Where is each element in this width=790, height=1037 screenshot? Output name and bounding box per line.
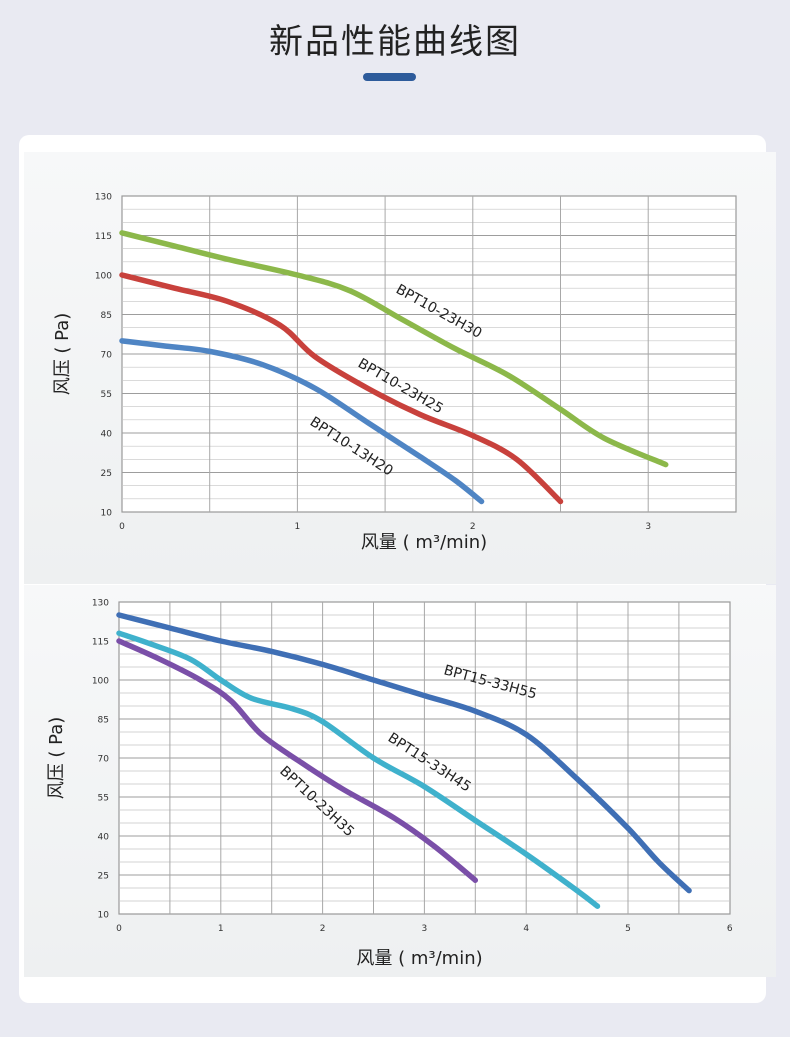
x-tick-label: 1 — [295, 522, 301, 532]
y-tick-label: 10 — [98, 911, 110, 921]
y-tick-label: 40 — [98, 833, 110, 843]
series-line-bpt10-23h25 — [119, 272, 564, 505]
x-tick-label: 2 — [470, 522, 476, 532]
x-axis-label: 风量 ( m³/min) — [356, 948, 482, 969]
series-line-bpt15-33h55 — [116, 612, 692, 894]
y-axis-label: 风压 ( Pa) — [46, 717, 67, 800]
x-tick-label: 5 — [625, 924, 631, 934]
series-line-bpt10-23h30 — [119, 230, 669, 468]
series-line-bpt10-13h20 — [119, 338, 485, 505]
series-line-bpt10-23h35 — [116, 638, 479, 883]
x-tick-label: 1 — [218, 924, 224, 934]
y-tick-label: 25 — [101, 469, 112, 479]
x-axis-label: 风量 ( m³/min) — [361, 532, 487, 553]
y-tick-label: 85 — [101, 311, 112, 321]
x-tick-label: 0 — [119, 522, 125, 532]
chart-1: 10 25 40 55 70 85 100 115 130 0 1 2 3 4 5 6 风量 ( m³/min)… — [46, 599, 733, 970]
y-tick-label: 115 — [92, 638, 109, 648]
x-tick-label: 2 — [320, 924, 326, 934]
y-tick-label: 55 — [98, 794, 109, 804]
y-tick-label: 70 — [98, 755, 110, 765]
y-tick-label: 130 — [95, 193, 112, 203]
y-tick-label: 25 — [98, 872, 109, 882]
y-tick-label: 40 — [101, 430, 113, 440]
x-tick-label: 4 — [523, 924, 529, 934]
y-tick-label: 100 — [95, 272, 112, 282]
y-tick-label: 55 — [101, 390, 112, 400]
y-tick-label: 70 — [101, 351, 113, 361]
x-tick-label: 3 — [645, 522, 651, 532]
y-tick-label: 130 — [92, 599, 109, 609]
y-axis-label: 风压 ( Pa) — [52, 313, 73, 396]
x-tick-label: 3 — [422, 924, 428, 934]
y-tick-label: 10 — [101, 509, 113, 519]
y-tick-label: 115 — [95, 232, 112, 242]
y-tick-label: 100 — [92, 677, 109, 687]
x-tick-label: 0 — [116, 924, 122, 934]
title-accent-bar — [363, 73, 416, 81]
page-title: 新品性能曲线图 — [269, 22, 521, 62]
chart-0: 10 25 40 55 70 85 100 115 130 0 1 2 3 风量 ( m³/min) 风压 … — [52, 193, 737, 553]
y-tick-label: 85 — [98, 716, 109, 726]
series-line-bpt15-33h45 — [116, 630, 601, 909]
x-tick-label: 6 — [727, 924, 733, 934]
